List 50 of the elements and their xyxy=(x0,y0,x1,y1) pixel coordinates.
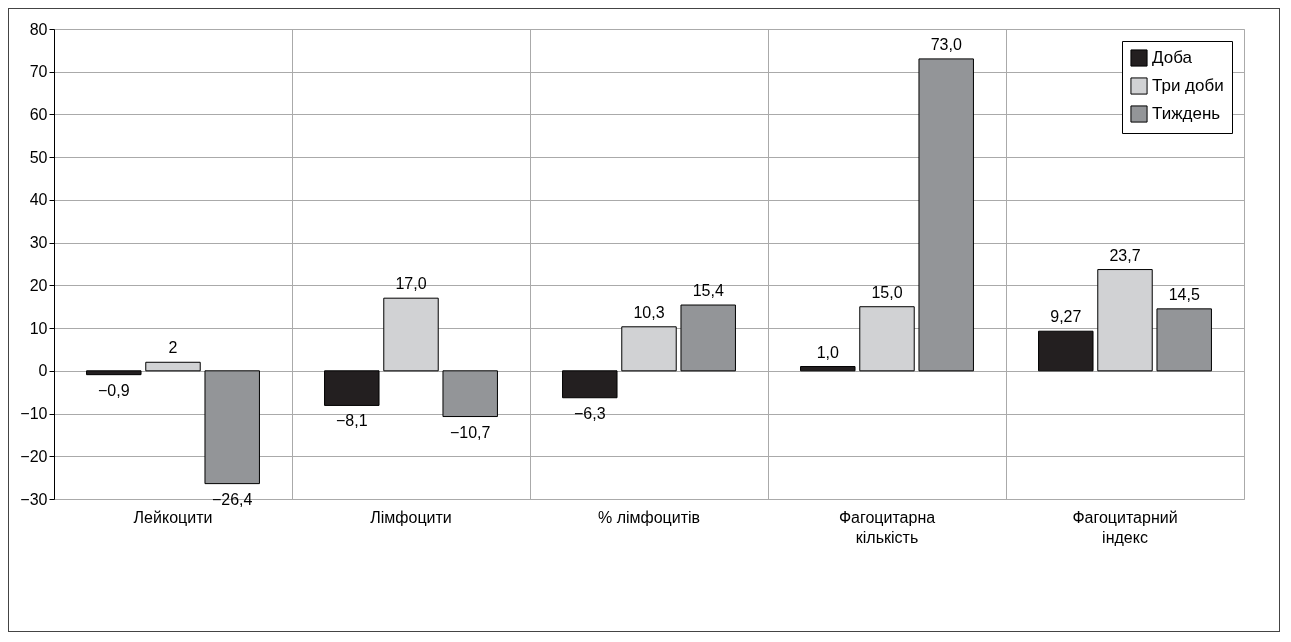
y-tick-label: 60 xyxy=(29,105,48,123)
data-label: 14,5 xyxy=(1168,285,1200,303)
y-tick-label: 10 xyxy=(29,319,48,337)
data-label: 23,7 xyxy=(1109,246,1141,264)
y-tick-label: 40 xyxy=(29,191,48,209)
bar xyxy=(800,366,856,372)
y-tick-label: −30 xyxy=(20,490,48,508)
legend-label: Доба xyxy=(1152,48,1193,67)
data-label: −6,3 xyxy=(574,404,606,422)
bar xyxy=(859,306,915,372)
bar xyxy=(918,58,974,372)
bar xyxy=(1156,308,1212,372)
bar xyxy=(204,370,260,485)
x-tick-label: Лімфоцити xyxy=(370,508,452,526)
data-label: 2 xyxy=(168,339,178,357)
data-label: 10,3 xyxy=(633,303,665,321)
bar xyxy=(1038,330,1094,372)
legend-label: Три доби xyxy=(1152,76,1224,95)
legend-label: Тиждень xyxy=(1152,104,1221,123)
bar xyxy=(383,297,439,372)
x-tick-label: Фагоцитарна кількість xyxy=(838,508,936,546)
data-label: 15,0 xyxy=(871,283,903,301)
bar xyxy=(1097,269,1153,372)
bar xyxy=(145,361,201,372)
y-tick-label: 0 xyxy=(38,362,48,380)
data-label: −10,7 xyxy=(449,423,491,441)
bar xyxy=(562,370,618,399)
data-label: 17,0 xyxy=(395,275,427,293)
y-tick-label: 20 xyxy=(29,276,48,294)
data-label: −0,9 xyxy=(98,381,130,399)
data-label: 15,4 xyxy=(692,282,724,300)
bar xyxy=(621,326,677,372)
y-tick-label: 50 xyxy=(29,148,48,166)
y-tick-label: −20 xyxy=(20,447,48,465)
data-label: −8,1 xyxy=(336,412,368,430)
bar xyxy=(680,304,736,372)
bar xyxy=(324,370,380,406)
data-label: 73,0 xyxy=(930,35,962,53)
x-tick-label: Фагоцитарний індекс xyxy=(1072,508,1178,546)
bar xyxy=(442,370,498,418)
data-label: −26,4 xyxy=(211,490,253,508)
x-tick-label: % лімфоцитів xyxy=(597,508,701,526)
data-label: 1,0 xyxy=(816,343,840,361)
data-label: 9,27 xyxy=(1050,308,1082,326)
y-tick-label: 70 xyxy=(29,63,48,81)
y-tick-label: 30 xyxy=(29,234,48,252)
y-tick-label: 80 xyxy=(29,20,48,38)
bar xyxy=(86,370,142,376)
y-tick-label: −10 xyxy=(20,405,48,423)
x-tick-label: Лейкоцити xyxy=(133,508,213,526)
